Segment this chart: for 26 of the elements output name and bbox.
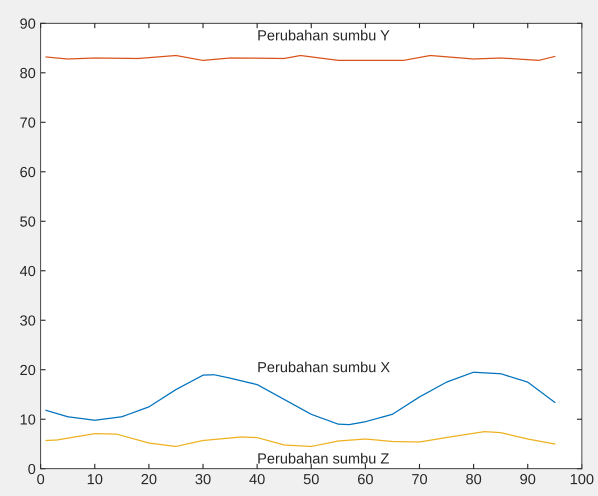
x-tick-label: 40 [249,474,265,484]
y-tick-label: 60 [20,166,36,178]
x-tick-label: 100 [570,474,594,484]
y-tick-label: 0 [28,464,36,474]
x-tick-label: 60 [358,474,373,484]
x-tick-label: 20 [142,474,156,484]
x-tick-label: 10 [88,474,102,484]
annotation: Perubahan sumbu Z [258,452,389,464]
x-tick-label: 50 [304,474,319,484]
x-tick-label: 70 [412,474,428,484]
annotation: Perubahan sumbu Y [258,30,390,40]
x-tick-label: 30 [195,474,211,484]
y-tick-label: 10 [20,414,36,425]
y-tick-label: 30 [20,315,36,326]
x-tick-label: 90 [520,474,536,484]
y-tick-label: 20 [20,364,36,376]
x-tick-label: 0 [37,474,44,484]
line-series [45,430,556,448]
y-tick-label: 40 [20,266,36,276]
line-series [45,372,556,426]
y-tick-label: 80 [20,68,36,78]
annotation: Perubahan sumbu X [258,362,390,372]
y-tick-label: 50 [20,216,36,227]
y-tick-label: 70 [20,117,36,128]
y-tick-label: 90 [20,18,36,29]
x-tick-label: 80 [466,474,482,484]
